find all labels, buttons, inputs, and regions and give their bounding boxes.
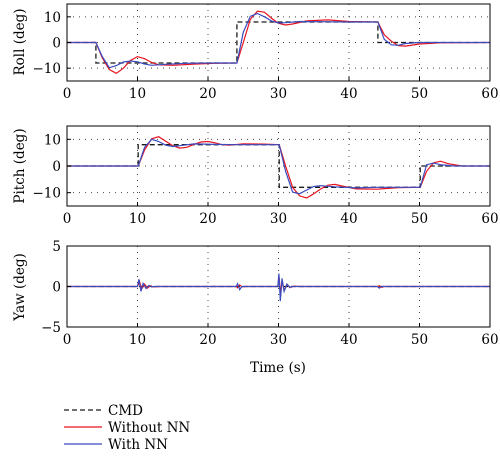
roll-x-tick-label-10: 10 (129, 86, 146, 102)
pitch-y-axis-label: Pitch (deg) (12, 128, 28, 203)
yaw-x-tick-label-10: 10 (129, 332, 146, 348)
yaw-x-tick-label-30: 30 (270, 332, 287, 348)
legend-label-without-nn: Without NN (108, 420, 190, 436)
legend: CMD Without NN With NN (64, 403, 190, 453)
yaw-series-with-nn (67, 273, 490, 302)
yaw-x-tick-label-20: 20 (199, 332, 216, 348)
roll-y-tick-label-0: 0 (52, 36, 61, 52)
pitch-x-tick-label-0: 0 (63, 211, 72, 227)
yaw-x-tick-label-60: 60 (481, 332, 498, 348)
pitch-series-without-nn (67, 136, 490, 199)
time-x-axis-label: Time (s) (250, 360, 306, 376)
yaw-y-axis-label: Yaw (deg) (12, 253, 28, 322)
yaw-y-tick-label-m5: −5 (41, 320, 61, 336)
pitch-x-tick-label-60: 60 (481, 211, 498, 227)
yaw-x-tick-label-50: 50 (411, 332, 428, 348)
roll-series-with-nn (67, 12, 490, 69)
roll-x-tick-label-30: 30 (270, 86, 287, 102)
roll-x-tick-label-0: 0 (63, 86, 72, 102)
roll-y-axis-label: Roll (deg) (12, 8, 28, 75)
yaw-x-tick-label-0: 0 (63, 332, 72, 348)
pitch-series-with-nn (67, 138, 490, 195)
yaw-x-tick-label-40: 40 (340, 332, 357, 348)
pitch-y-tick-label-m10: −10 (33, 186, 62, 202)
yaw-y-tick-label-0: 0 (52, 280, 61, 296)
pitch-x-tick-label-40: 40 (340, 211, 357, 227)
roll-y-tick-label-10: 10 (44, 10, 61, 26)
roll-x-tick-label-50: 50 (411, 86, 428, 102)
pitch-x-tick-label-20: 20 (199, 211, 216, 227)
pitch-series-cmd (67, 144, 490, 188)
pitch-x-tick-label-30: 30 (270, 211, 287, 227)
roll-series-cmd (67, 21, 490, 64)
roll-x-tick-label-20: 20 (199, 86, 216, 102)
roll-x-tick-label-40: 40 (340, 86, 357, 102)
pitch-y-tick-label-0: 0 (52, 159, 61, 175)
roll-y-tick-label-m10: −10 (33, 61, 62, 77)
yaw-panel: 0 10 20 30 40 50 60−505 Yaw (deg) Time (s) (12, 239, 499, 376)
pitch-x-tick-label-50: 50 (411, 211, 428, 227)
legend-label-with-nn: With NN (108, 437, 168, 453)
yaw-y-tick-label-5: 5 (52, 239, 61, 255)
legend-label-cmd: CMD (108, 403, 143, 419)
roll-x-tick-label-60: 60 (481, 86, 498, 102)
pitch-x-tick-label-10: 10 (129, 211, 146, 227)
pitch-y-tick-label-10: 10 (44, 132, 61, 148)
